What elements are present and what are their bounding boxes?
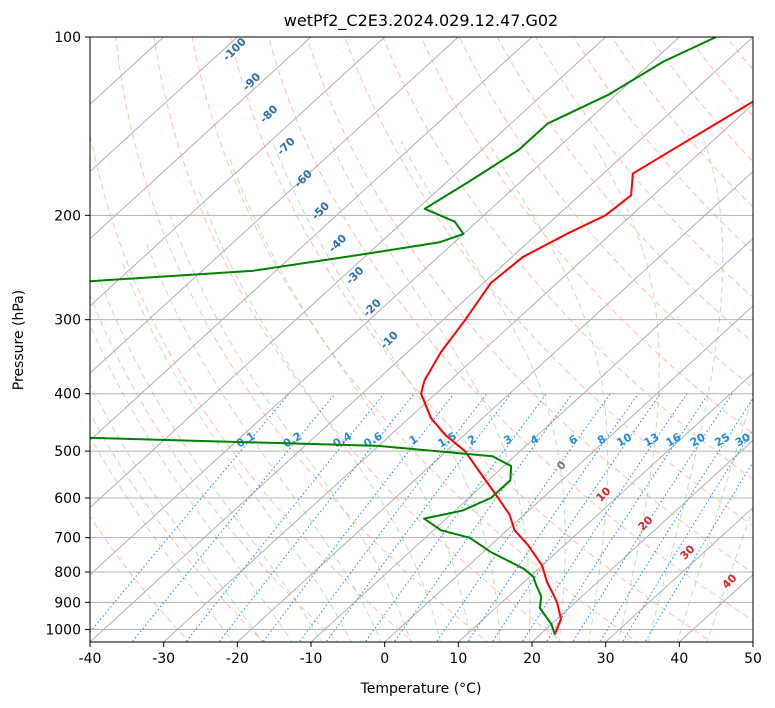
dry-adiabat-line [90, 293, 339, 642]
plot-frame [89, 36, 754, 643]
mixing-ratio-line [572, 393, 733, 642]
x-tick-label: 20 [523, 651, 541, 667]
mixing-ratio-line [435, 393, 611, 642]
dewpoint-profile-line [90, 37, 717, 635]
isotherm-line [90, 37, 238, 173]
isotherm-line [90, 37, 459, 374]
x-tick-label: -30 [152, 651, 175, 667]
isotherm-line [531, 439, 753, 642]
isotherm-line [90, 37, 533, 442]
moist-adiabat-line [121, 262, 352, 642]
moist-adiabat-line [144, 239, 382, 642]
moist-adiabat-line [591, 141, 660, 642]
mixing-ratio-line [90, 393, 290, 633]
chart-title: wetPf2_C2E3.2024.029.12.47.G02 [284, 11, 558, 31]
isotherm-line [163, 103, 753, 642]
moist-adiabat-line [271, 141, 501, 642]
moist-adiabat-line [98, 277, 323, 642]
x-tick-label: -20 [226, 651, 249, 667]
mixing-ratio-line [545, 393, 709, 642]
dry-adiabat-line [344, 37, 753, 527]
plot-area: 0.1 0.2 0.4 0.6 1 1.5 2 3 4 6 8 10 13 16 20 25 30-100-90… [90, 37, 753, 642]
y-axis-label: Pressure (hPa) [11, 290, 27, 390]
mixing-ratio-line [621, 428, 753, 642]
moist-adiabat-line [90, 322, 293, 642]
x-tick-label: 30 [597, 651, 615, 667]
isotherm-line [457, 372, 753, 642]
isotherm-line [605, 506, 753, 642]
y-tick-label: 1000 [45, 622, 81, 638]
y-tick-label: 400 [54, 387, 81, 403]
dry-adiabat-line [267, 37, 753, 622]
dry-adiabat-line [90, 131, 414, 642]
mixing-ratio-line [262, 393, 455, 642]
isotherm-line [90, 37, 680, 576]
x-tick-label: -10 [300, 651, 323, 667]
moist-adiabat-line [90, 382, 264, 642]
dry-adiabat-line [306, 37, 753, 574]
x-tick-label: 40 [670, 651, 688, 667]
isotherm-line [90, 37, 312, 240]
mixing-ratio-line [185, 393, 385, 642]
moist-adiabat-line [647, 141, 724, 642]
y-tick-label: 300 [54, 313, 81, 329]
isotherm-line [236, 170, 753, 642]
y-tick-label: 500 [54, 444, 81, 460]
x-axis-label: Temperature (°C) [360, 681, 482, 697]
mixing-ratio-line [364, 393, 547, 642]
y-tick-label: 700 [54, 531, 81, 547]
isotherm-line [384, 305, 753, 642]
isotherm-line [90, 37, 386, 307]
isotherm-line [90, 37, 753, 642]
y-tick-label: 800 [54, 565, 81, 581]
x-tick-label: 10 [449, 651, 467, 667]
y-tick-label: 900 [54, 595, 81, 611]
moist-adiabat-line [90, 435, 234, 642]
dry-adiabat-line [229, 37, 713, 642]
y-tick-label: 100 [54, 30, 81, 46]
temperature-profile-line [420, 100, 753, 635]
mixing-ratio-line [599, 397, 753, 642]
isotherm-line [90, 37, 607, 509]
mixing-ratio-line [393, 393, 573, 642]
dry-adiabat-line [535, 37, 753, 298]
mixing-ratio-line [131, 393, 336, 642]
y-tick-label: 200 [54, 208, 81, 224]
moist-adiabat-line [169, 215, 412, 642]
moist-adiabat-line [706, 507, 753, 642]
mixing-ratio-line [521, 393, 688, 642]
mixing-ratio-line [644, 461, 753, 642]
dry-adiabat-line [191, 37, 638, 642]
moist-adiabat-line [487, 141, 609, 642]
x-tick-label: 50 [744, 651, 762, 667]
x-tick-label: 0 [380, 651, 389, 667]
moist-adiabat-line [400, 141, 566, 642]
axis-ticks: -40 -30 -20 -10 0 10 20 30 40 50 100 200 300 400 500 60… [45, 30, 762, 667]
dry-adiabat-line [90, 412, 265, 642]
x-tick-label: -40 [79, 651, 102, 667]
moist-adiabat-line [329, 141, 531, 642]
moist-adiabat-line [676, 391, 753, 642]
y-tick-label: 600 [54, 491, 81, 507]
dry-adiabat-line [115, 37, 489, 642]
